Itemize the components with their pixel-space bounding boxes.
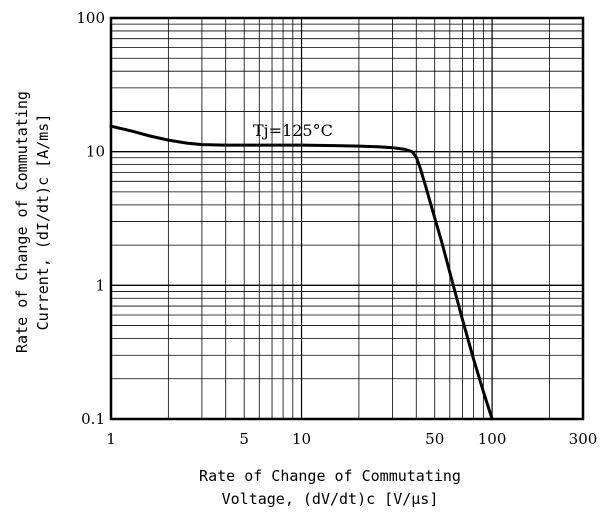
plot-area-frame <box>109 16 585 421</box>
x-tick-label: 50 <box>425 430 444 448</box>
x-tick-label: 300 <box>569 430 598 448</box>
y-tick-label: 100 <box>76 9 105 27</box>
x-tick-label: 10 <box>292 430 311 448</box>
y-tick-label: 10 <box>86 143 105 161</box>
x-axis-title-line-1: Rate of Change of Commutating <box>199 467 461 485</box>
x-tick-label: 5 <box>239 430 249 448</box>
y-tick-label: 1 <box>95 276 105 294</box>
y-tick-label: 0.1 <box>81 410 105 428</box>
temperature-annotation: Tj=125°C <box>253 121 333 140</box>
y-axis-title-line-1: Rate of Change of Commutating <box>13 91 31 353</box>
x-tick-label: 100 <box>478 430 507 448</box>
x-tick-label: 1 <box>106 430 116 448</box>
gridlines <box>111 18 583 419</box>
x-tick-labels: 1 5 10 50 100 300 <box>106 430 597 448</box>
data-series-line <box>109 124 494 421</box>
y-axis-title-line-2: Current, (dI/dt)c [A/ms] <box>34 114 52 331</box>
y-tick-labels: 0.1 1 10 100 <box>76 9 105 428</box>
x-axis-title-line-2: Voltage, (dV/dt)c [V/µs] <box>222 490 439 508</box>
